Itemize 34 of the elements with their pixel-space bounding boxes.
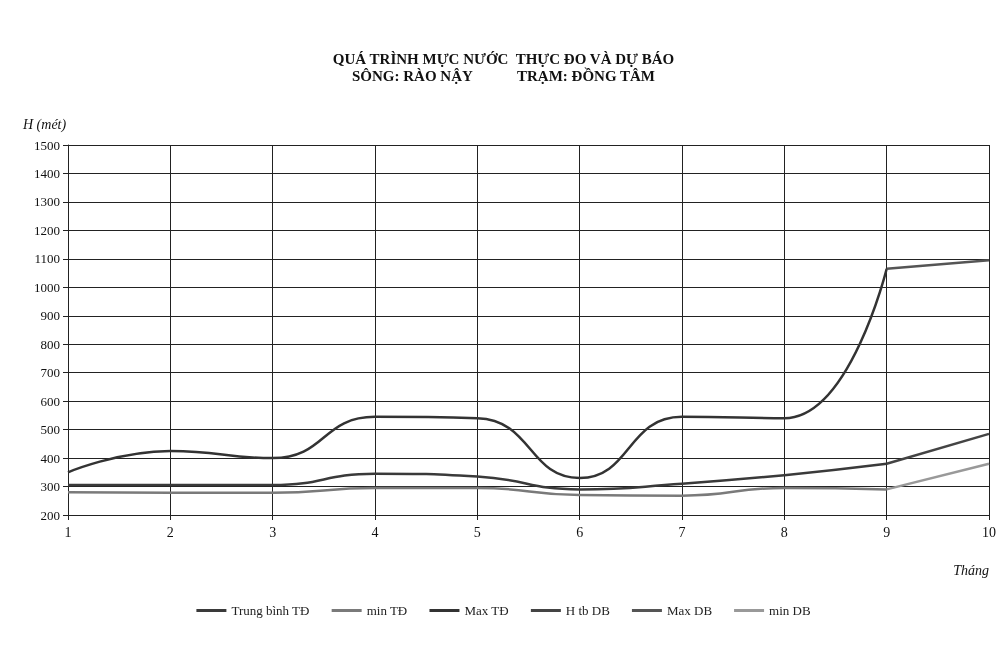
y-tick-label: 1100 bbox=[34, 251, 60, 267]
x-tick-label: 5 bbox=[473, 524, 481, 540]
y-tick-label: 400 bbox=[40, 450, 60, 466]
y-tick-label: 300 bbox=[40, 479, 60, 495]
y-tick-label: 1000 bbox=[34, 279, 60, 295]
x-tick-label: 7 bbox=[678, 524, 686, 540]
x-tick-label: 6 bbox=[576, 524, 584, 540]
x-tick-label: 10 bbox=[982, 524, 996, 540]
legend-label: min TĐ bbox=[366, 603, 408, 618]
y-tick-label: 600 bbox=[40, 393, 60, 409]
y-tick-label: 500 bbox=[40, 422, 60, 438]
chart-subtitle: SÔNG: RÀO NẬY TRẠM: ĐỒNG TÂM bbox=[351, 66, 656, 84]
y-tick-label: 1200 bbox=[34, 222, 60, 238]
x-tick-label: 8 bbox=[780, 524, 788, 540]
y-tick-label: 200 bbox=[40, 507, 60, 523]
y-tick-label: 800 bbox=[40, 336, 60, 352]
y-tick-label: 1500 bbox=[34, 137, 60, 153]
x-axis-title: Tháng bbox=[953, 562, 989, 578]
x-tick-label: 9 bbox=[883, 524, 891, 540]
y-tick-label: 900 bbox=[40, 308, 60, 324]
legend-label: H tb DB bbox=[565, 603, 611, 618]
legend-label: Trung bình TĐ bbox=[231, 603, 310, 618]
y-axis-title: H (mét) bbox=[22, 116, 67, 133]
y-tick-label: 700 bbox=[40, 365, 60, 381]
legend-label: Max DB bbox=[666, 603, 713, 618]
x-tick-label: 3 bbox=[269, 524, 277, 540]
y-tick-label: 1300 bbox=[34, 194, 60, 210]
y-tick-label: 1400 bbox=[34, 165, 60, 181]
x-tick-label: 2 bbox=[166, 524, 174, 540]
x-tick-label: 1 bbox=[64, 524, 72, 540]
x-tick-label: 4 bbox=[371, 524, 379, 540]
chart-title: QUÁ TRÌNH MỰC NƯỚC THỰC ĐO VÀ DỰ BÁO bbox=[332, 50, 675, 67]
legend-label: min DB bbox=[769, 603, 811, 618]
legend-label: Max TĐ bbox=[464, 603, 509, 618]
